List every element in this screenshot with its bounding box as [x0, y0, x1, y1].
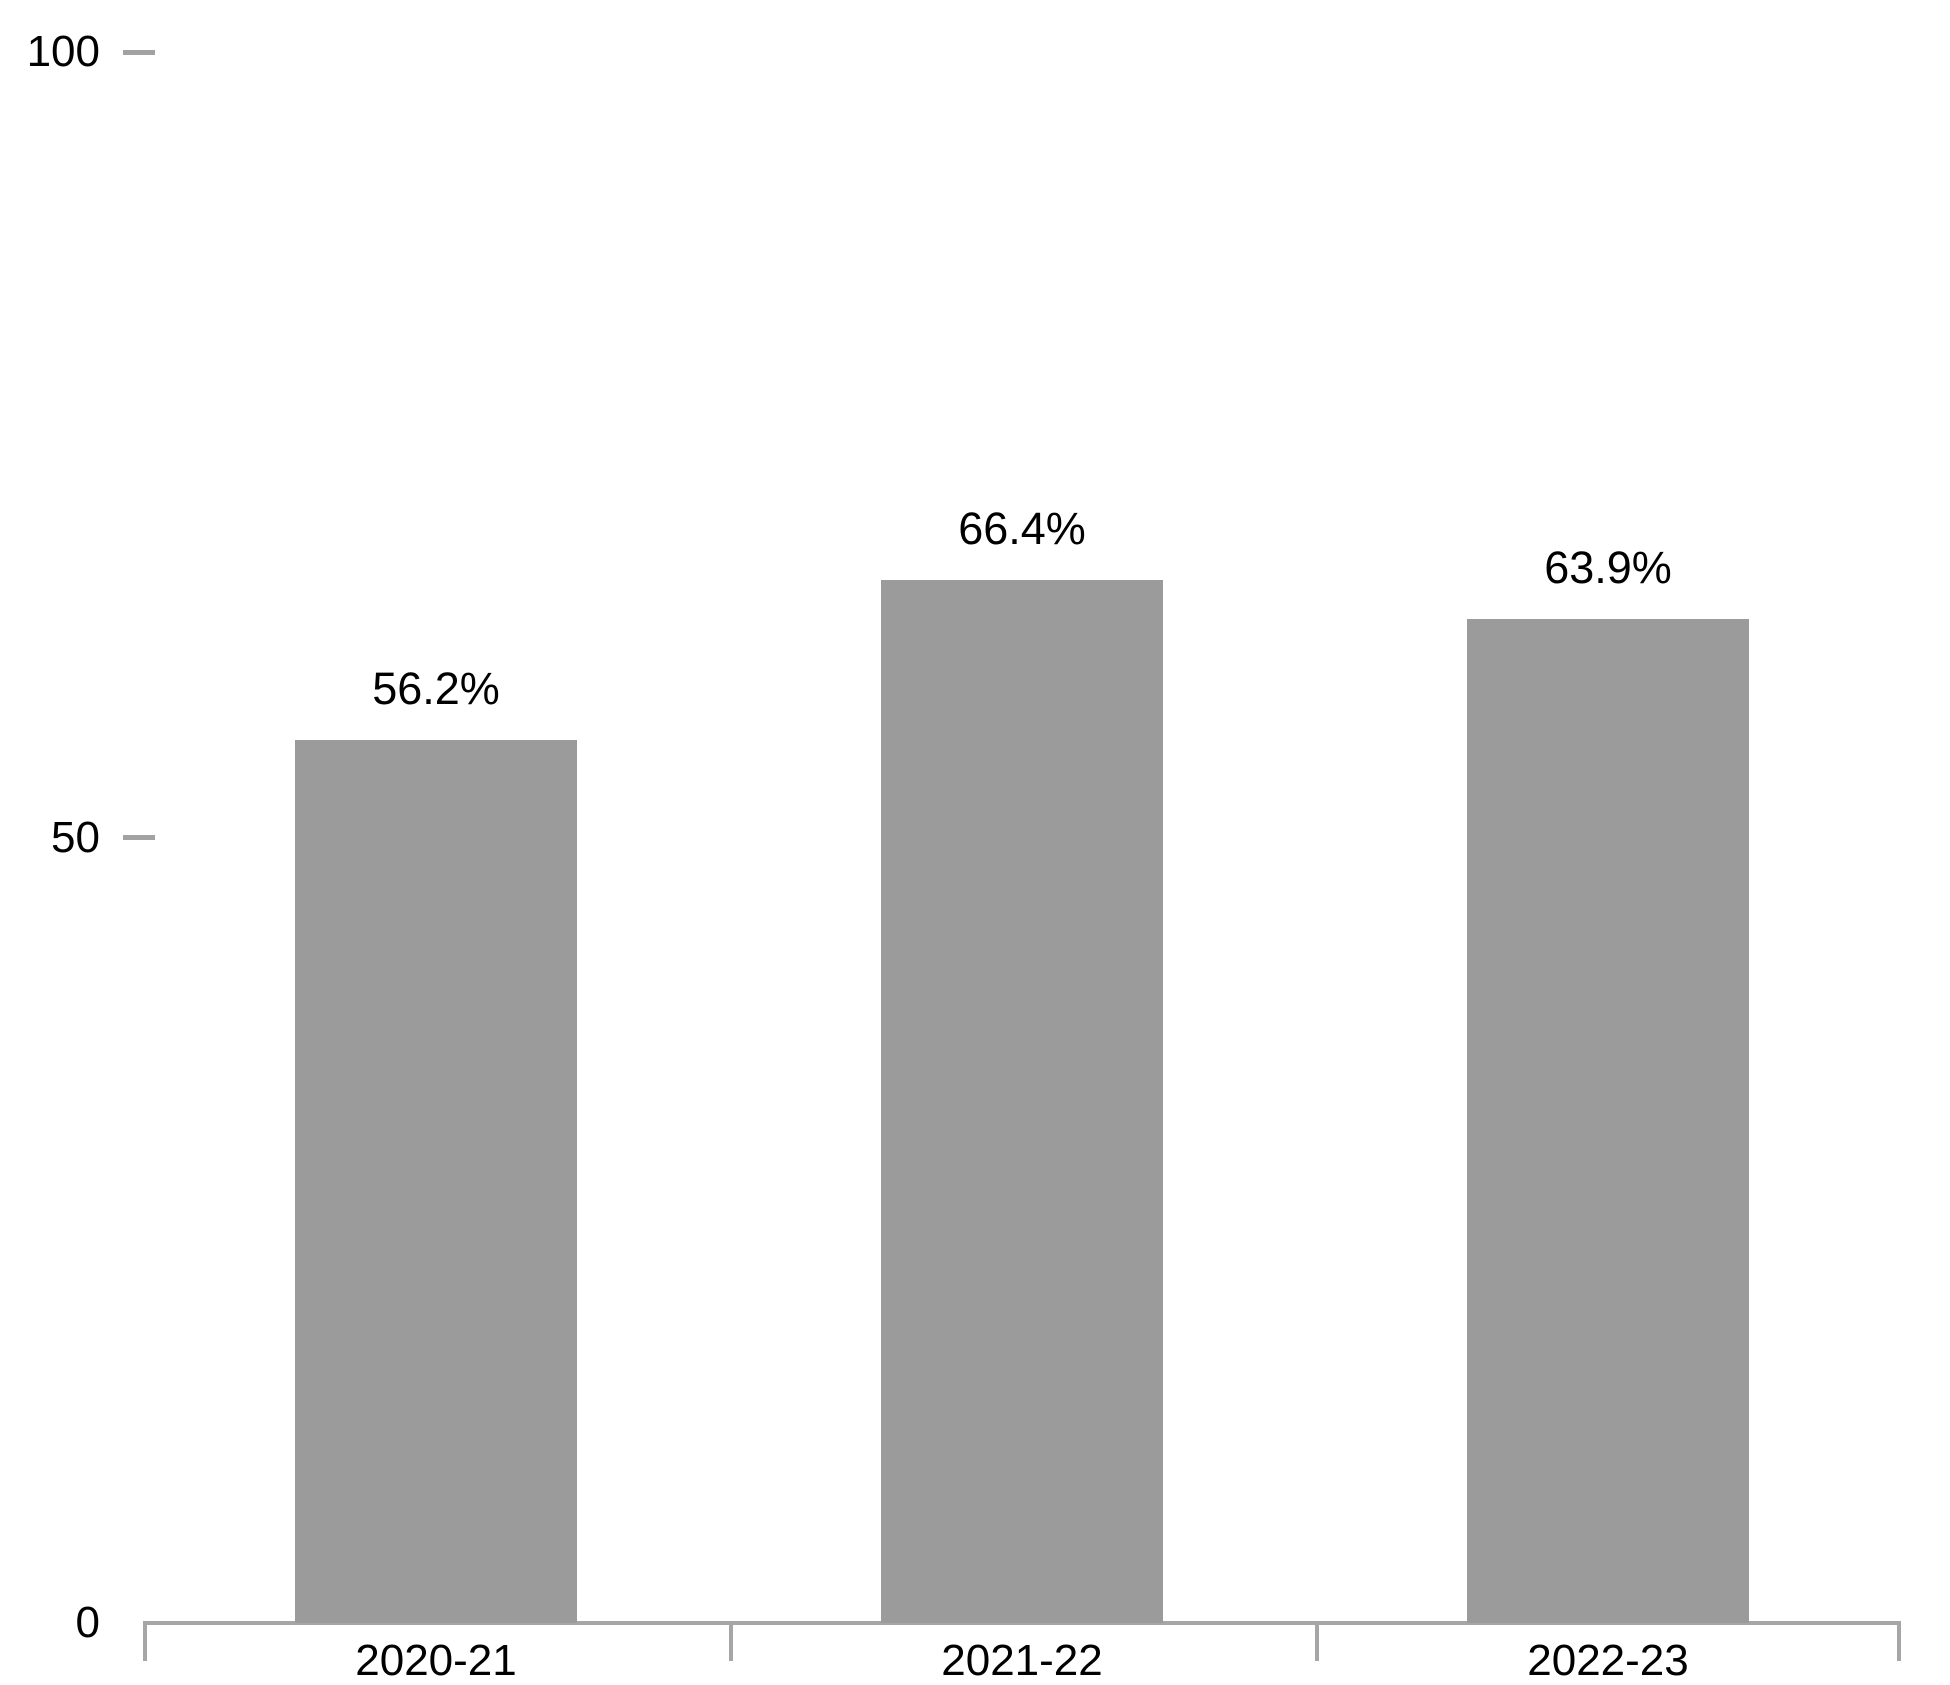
- bar-value-label: 66.4%: [958, 502, 1086, 554]
- x-axis-line: [143, 1621, 1901, 1625]
- x-axis-tick: [143, 1621, 147, 1661]
- y-tick-dash: [123, 49, 155, 55]
- bar-value-label: 63.9%: [1544, 542, 1672, 594]
- x-axis-category-label: 2022-23: [1527, 1636, 1689, 1685]
- bar: [881, 579, 1163, 1623]
- y-tick-label: 50: [51, 812, 100, 862]
- y-tick-label: 0: [75, 1598, 100, 1647]
- bar: [1467, 619, 1749, 1623]
- x-axis-category-label: 2021-22: [941, 1636, 1103, 1685]
- x-axis-tick: [729, 1621, 733, 1661]
- x-axis-category-label: 2020-21: [355, 1636, 517, 1685]
- y-tick-dash: [123, 835, 155, 840]
- x-axis-tick: [1897, 1621, 1901, 1661]
- bar: [295, 740, 577, 1623]
- x-axis-tick: [1315, 1621, 1319, 1661]
- bar-value-label: 56.2%: [372, 663, 500, 715]
- y-tick-label: 100: [26, 27, 100, 76]
